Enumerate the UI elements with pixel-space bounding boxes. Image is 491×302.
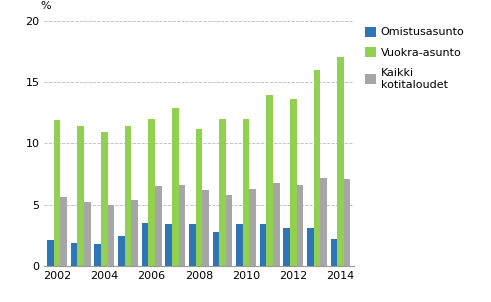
Bar [125, 126, 131, 266]
Bar [344, 179, 351, 266]
Bar [320, 178, 327, 266]
Bar [219, 119, 226, 266]
Bar [108, 205, 114, 266]
Bar [236, 224, 243, 266]
Bar [60, 197, 67, 266]
Bar [290, 99, 297, 266]
Bar [195, 129, 202, 266]
Bar [307, 228, 314, 266]
Bar [330, 239, 337, 266]
Bar [337, 56, 344, 266]
Bar [71, 243, 78, 266]
Bar [172, 108, 179, 266]
Bar [54, 120, 60, 266]
Bar [314, 70, 320, 266]
Bar [297, 185, 303, 266]
Bar [189, 224, 195, 266]
Bar [101, 133, 108, 266]
Bar [155, 186, 162, 266]
Bar [84, 202, 91, 266]
Bar [273, 183, 279, 266]
Bar [131, 200, 138, 266]
Text: %: % [40, 1, 51, 11]
Bar [165, 224, 172, 266]
Bar [226, 195, 232, 266]
Bar [267, 95, 273, 266]
Bar [94, 244, 101, 266]
Bar [78, 126, 84, 266]
Bar [202, 190, 209, 266]
Bar [47, 240, 54, 266]
Bar [179, 185, 185, 266]
Bar [213, 232, 219, 266]
Bar [249, 189, 256, 266]
Bar [148, 119, 155, 266]
Bar [283, 228, 290, 266]
Bar [118, 236, 125, 266]
Legend: Omistusasunto, Vuokra-asunto, Kaikki
kotitaloudet: Omistusasunto, Vuokra-asunto, Kaikki kot… [365, 27, 464, 90]
Bar [142, 223, 148, 266]
Bar [260, 224, 267, 266]
Bar [243, 119, 249, 266]
